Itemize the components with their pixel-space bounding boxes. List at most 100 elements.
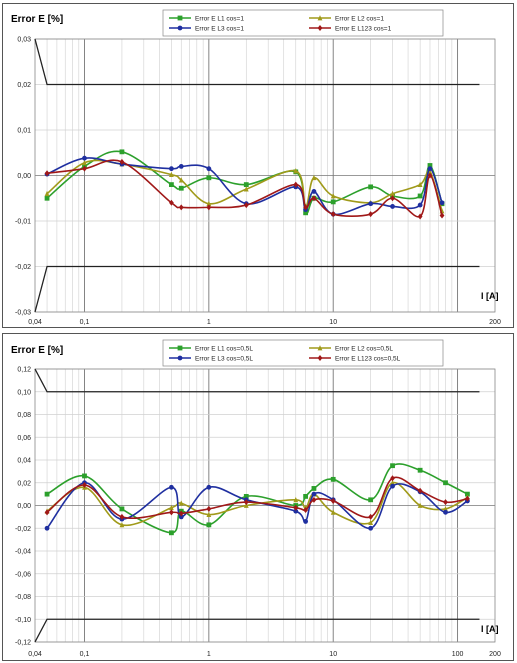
legend-swatch-marker [177,25,183,31]
data-point [311,195,317,202]
x-tick-label: 200 [489,319,501,326]
data-point [330,509,336,515]
data-point [44,190,50,197]
data-point [311,189,317,194]
data-point [44,195,50,201]
y-tick-label: 0,02 [17,82,31,89]
y-tick-label: -0,10 [15,617,31,624]
legend-swatch-marker [177,15,183,21]
data-point [206,505,212,512]
data-point [368,201,374,207]
data-point [82,155,87,161]
data-point [169,199,174,206]
series-1 [44,479,470,528]
data-point [303,210,309,216]
legend-label: Error E L2 cos=1 [335,16,384,23]
data-point [44,509,50,516]
data-point [206,166,212,172]
grid [35,368,495,643]
data-point [303,204,309,211]
data-point [417,181,423,187]
x-tick-label: 0,1 [80,319,90,326]
data-point [206,522,212,528]
x-tick-label: 1 [207,651,211,658]
x-tick-label: 0,04 [28,651,42,658]
data-point [169,166,174,172]
data-point [427,163,433,168]
y-tick-label: 0,03 [17,37,31,44]
data-point [178,164,184,169]
data-point [119,506,125,512]
data-point [330,193,336,199]
legend-box [162,9,444,37]
data-point [417,213,423,220]
data-point [206,511,212,517]
x-tick-label: 200 [489,651,501,658]
y-axis-title: Error E [%] [11,14,63,25]
data-point [44,170,50,177]
data-point [311,496,317,503]
data-point [293,508,299,514]
data-point [390,204,395,209]
limit-line-upper [34,368,480,393]
data-point [82,165,87,172]
data-point [169,484,174,490]
legend: Error E L1 cos=0,5L Error E L2 cos=0,5L Er… [162,339,444,367]
data-point [390,475,395,482]
data-point [390,483,395,489]
data-point [443,480,448,486]
data-point [82,159,87,166]
legend: Error E L1 cos=1 Error E L2 cos=1 Error E … [162,9,444,37]
data-point [243,499,249,506]
y-axis-title: Error E [%] [11,345,63,356]
data-point [206,484,212,490]
y-tick-label: 0,06 [17,435,31,442]
data-point [44,525,50,531]
legend-swatch-marker [177,345,183,351]
legend-swatch-marker [317,15,323,21]
data-point [330,199,336,205]
data-point [465,491,470,497]
series-3 [44,158,445,220]
y-tick-label: 0,12 [17,367,31,374]
data-point [178,510,184,517]
series-line [46,159,443,218]
data-point [443,506,448,512]
data-point [293,181,299,188]
y-tick-label: -0,03 [15,310,31,317]
data-point [303,519,309,524]
chart-cos05-svg: Error E [%] I [A] 0,12 0,10 0,08 0,06 0,04 0,… [11,339,501,658]
data-point [44,491,50,497]
legend-label: Error E L3 cos=1 [195,26,244,33]
data-point [303,494,309,499]
data-point [82,482,87,489]
data-point [119,513,125,520]
y-tick-label: 0,01 [17,128,31,135]
y-tick-label: -0,08 [15,594,31,601]
y-tick-label: -0,02 [15,264,31,271]
data-point [293,496,299,503]
data-point [311,491,317,497]
data-point [119,158,125,165]
data-point [443,499,448,506]
y-tick-label: 0,00 [17,503,31,510]
data-point [390,463,395,469]
data-point [169,171,174,177]
data-point [330,497,336,504]
chart-cos1-svg: Error E [%] I [A] 0,03 0,02 0,01 0,00 -0,01 -… [11,9,501,326]
data-point [368,519,374,525]
data-point [178,185,184,191]
data-point [311,174,317,181]
data-point [390,190,395,197]
legend-box [162,339,444,367]
data-point [368,497,374,503]
x-tick-label: 10 [329,651,337,658]
data-point [169,509,174,516]
legend-label: Error E L123 cos=1 [335,26,392,33]
plot-area [34,38,496,313]
data-point [206,200,212,207]
data-point [243,186,249,192]
data-point [243,494,249,499]
data-point [330,476,336,482]
data-point [206,175,212,181]
